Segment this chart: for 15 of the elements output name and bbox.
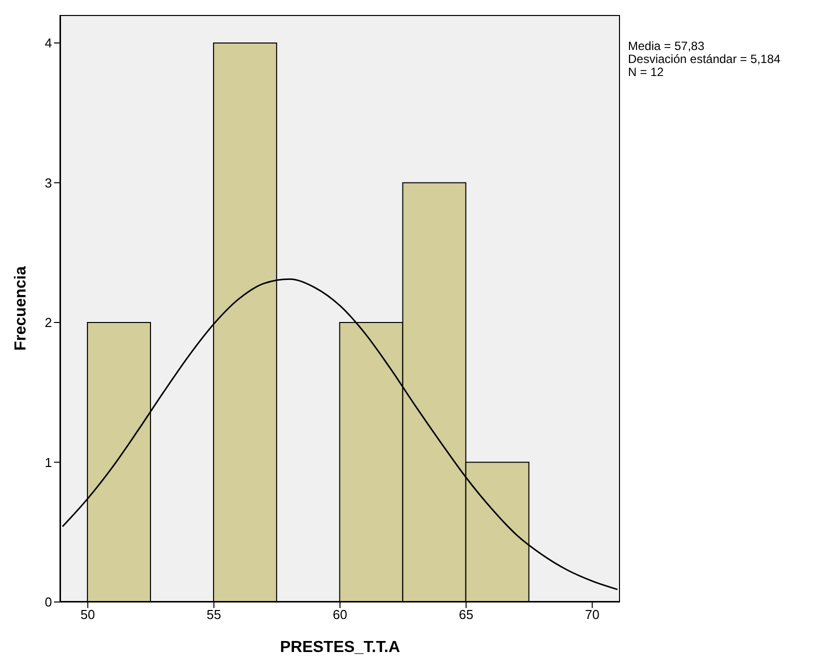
x-tick-label: 55 — [206, 607, 222, 622]
text: Media = 57,83 — [628, 39, 706, 53]
y-tick-label: 4 — [44, 36, 52, 51]
y-axis-title: Frecuencia — [12, 266, 30, 351]
y-tick-label: 0 — [44, 594, 52, 610]
x-tick-label: 65 — [458, 607, 474, 622]
y-tick-label: 3 — [44, 175, 52, 190]
x-tick-label: 50 — [80, 607, 95, 622]
text: Desviación estándar = 5,184 — [628, 52, 780, 66]
y-tick-label: 1 — [44, 454, 52, 470]
text: N = 12 — [628, 65, 665, 79]
x-tick-label: 60 — [332, 607, 348, 622]
x-axis-title: PRESTES_T.T.A — [280, 639, 400, 656]
y-tick-label: 2 — [44, 315, 52, 330]
x-tick-label: 70 — [585, 607, 600, 622]
